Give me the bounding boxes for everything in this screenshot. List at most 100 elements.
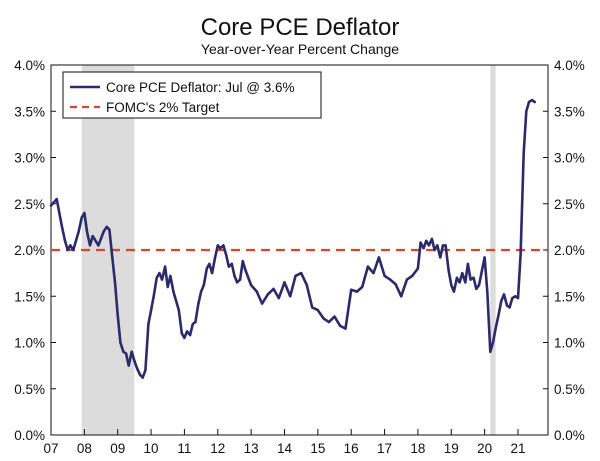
data-point-50 [202,283,205,287]
data-point-97 [419,241,422,244]
y-tick-label-right-2: 1.0% [554,336,585,351]
data-point-78 [316,308,319,312]
data-point-108 [450,283,453,287]
data-point-57 [222,244,225,247]
data-point-125 [497,313,500,316]
data-point-32 [152,295,155,298]
data-point-11 [88,244,92,247]
data-point-117 [475,287,478,291]
data-point-113 [464,281,467,284]
data-point-109 [452,290,456,293]
data-point-66 [249,283,253,287]
data-point-60 [230,262,233,266]
data-point-19 [116,313,119,316]
data-point-111 [458,281,461,284]
data-point-106 [444,244,447,247]
data-point-53 [210,271,214,275]
data-point-23 [127,364,130,367]
data-point-13 [97,244,100,247]
data-point-29 [144,369,147,372]
data-point-48 [197,302,200,305]
x-tick-label-0: 07 [43,441,58,456]
data-point-127 [502,293,506,296]
data-point-137 [530,98,534,102]
data-point-43 [183,336,186,340]
data-point-91 [389,278,392,281]
data-point-73 [289,295,292,298]
data-point-83 [344,327,347,330]
x-tick-label-9: 16 [344,441,359,456]
data-point-24 [130,350,133,353]
data-point-52 [208,262,211,266]
data-point-8 [80,216,83,219]
data-point-62 [235,281,239,284]
data-point-4 [66,248,69,252]
data-point-100 [427,244,431,247]
data-point-130 [511,296,514,300]
data-point-132 [516,296,520,300]
data-point-89 [377,256,381,259]
data-point-107 [447,269,450,272]
data-point-9 [83,211,86,215]
data-point-31 [149,308,153,312]
data-point-75 [300,271,303,275]
x-tick-label-13: 20 [477,441,492,456]
data-point-118 [477,283,481,287]
data-point-114 [466,262,470,266]
data-point-25 [133,359,136,363]
data-point-123 [491,341,495,344]
data-point-72 [283,281,286,284]
y-tick-label-left-7: 3.5% [14,104,45,119]
data-point-99 [425,239,428,242]
data-point-85 [355,290,359,293]
series-group [49,98,536,379]
y-tick-label-right-4: 2.0% [554,243,585,258]
data-point-112 [461,271,464,275]
data-point-10 [85,230,89,233]
data-point-105 [441,244,445,247]
data-point-3 [63,239,67,242]
data-point-16 [108,228,111,231]
data-point-121 [486,290,489,293]
data-point-38 [169,274,172,278]
data-point-94 [405,278,409,281]
legend-box [62,71,322,119]
legend: Core PCE Deflator: Jul @ 3.6% FOMC's 2% T… [62,71,322,119]
y-tick-label-right-7: 3.5% [554,104,585,119]
data-point-20 [119,341,122,344]
x-tick-label-7: 14 [277,441,293,456]
data-point-88 [372,271,375,275]
x-tick-label-5: 12 [210,441,225,456]
data-point-47 [194,320,197,324]
data-point-12 [91,234,94,238]
data-point-14 [102,230,105,233]
data-point-71 [277,296,280,300]
y-tick-label-left-6: 3.0% [14,151,45,166]
y-tick-label-right-8: 4.0% [554,58,585,73]
data-point-74 [294,274,297,278]
x-tick-label-6: 13 [244,441,259,456]
y-tick-label-left-4: 2.0% [14,243,45,258]
data-point-122 [489,350,492,353]
data-point-33 [155,276,158,279]
data-point-104 [439,256,442,259]
x-tick-label-14: 21 [510,441,525,456]
data-point-55 [216,244,219,247]
data-point-22 [124,352,128,355]
y-tick-label-right-3: 1.5% [554,289,585,304]
data-point-82 [339,324,342,328]
data-point-59 [227,265,230,268]
x-tick-label-10: 17 [377,441,392,456]
data-point-84 [350,288,353,291]
axes-group: 0.0% 0.0% 0.5% 0.5% 1.0% 1.0% 1.5% 1.5% 2.0% 2.0%… [14,58,585,456]
data-point-81 [333,315,336,318]
y-tick-label-left-3: 1.5% [14,289,45,304]
y-tick-label-left-8: 4.0% [14,58,45,73]
data-point-135 [525,110,528,113]
data-point-69 [266,293,269,296]
data-point-120 [483,256,486,259]
data-point-56 [219,247,222,250]
data-point-126 [500,299,503,303]
data-point-98 [422,247,425,250]
